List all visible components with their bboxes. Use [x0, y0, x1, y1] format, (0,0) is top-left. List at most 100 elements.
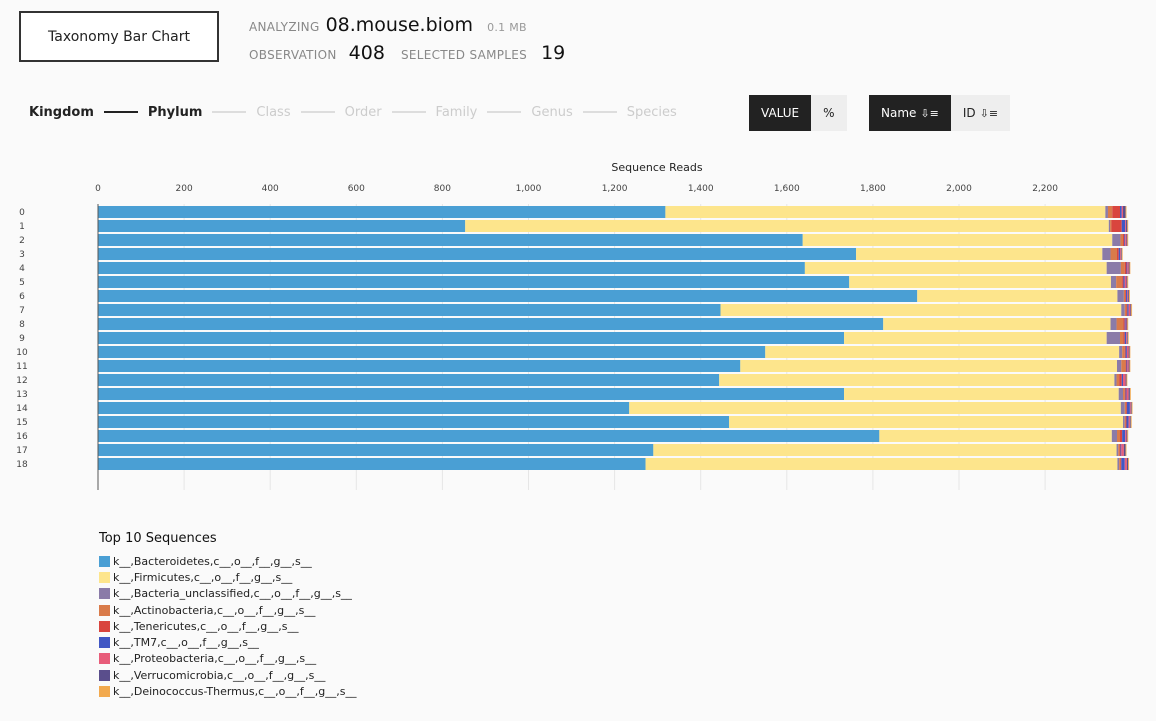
- rank-family[interactable]: Family: [435, 104, 478, 120]
- bar-segment[interactable]: [98, 220, 466, 232]
- taxonomy-bar-chart-button[interactable]: Taxonomy Bar Chart: [19, 11, 219, 62]
- rank-phylum[interactable]: Phylum: [147, 104, 203, 120]
- bar-segment[interactable]: [465, 220, 1109, 232]
- bar-segment[interactable]: [98, 276, 850, 288]
- bar-segment[interactable]: [1125, 430, 1127, 442]
- bar-segment[interactable]: [98, 290, 918, 302]
- bar-segment[interactable]: [1119, 444, 1121, 456]
- bar-segment[interactable]: [1114, 374, 1117, 386]
- bar-segment[interactable]: [1128, 262, 1130, 274]
- bar-segment[interactable]: [1116, 248, 1119, 260]
- bar-segment[interactable]: [1119, 346, 1123, 358]
- legend-item[interactable]: k__,Deinococcus-Thermus,c__,o__,f__,g__,…: [99, 683, 356, 699]
- bar-segment[interactable]: [1127, 304, 1129, 316]
- bar-segment[interactable]: [1123, 374, 1126, 386]
- bar-segment[interactable]: [1129, 360, 1131, 372]
- bar-segment[interactable]: [1120, 332, 1124, 344]
- bar-segment[interactable]: [1126, 276, 1128, 288]
- bar-segment[interactable]: [1120, 430, 1123, 442]
- bar-segment[interactable]: [1116, 360, 1122, 372]
- bar-segment[interactable]: [1117, 458, 1120, 470]
- bar-segment[interactable]: [1127, 262, 1129, 274]
- bar-segment[interactable]: [98, 444, 654, 456]
- bar-segment[interactable]: [1125, 444, 1127, 456]
- bar-segment[interactable]: [883, 318, 1111, 330]
- bar-segment[interactable]: [1121, 360, 1126, 372]
- bar-segment[interactable]: [1121, 304, 1125, 316]
- bar-segment[interactable]: [1127, 332, 1129, 344]
- bar-segment[interactable]: [1126, 332, 1127, 344]
- bar-segment[interactable]: [1124, 332, 1127, 344]
- bar-segment[interactable]: [1123, 416, 1125, 428]
- bar-segment[interactable]: [1124, 262, 1127, 274]
- legend-item[interactable]: k__,Bacteroidetes,c__,o__,f__,g__,s__: [99, 553, 356, 569]
- bar-segment[interactable]: [1129, 388, 1131, 400]
- bar-segment[interactable]: [98, 388, 845, 400]
- bar-segment[interactable]: [1126, 402, 1127, 414]
- bar-segment[interactable]: [1121, 444, 1124, 456]
- bar-segment[interactable]: [1126, 388, 1129, 400]
- bar-segment[interactable]: [1120, 206, 1122, 218]
- bar-segment[interactable]: [1112, 234, 1121, 246]
- bar-segment[interactable]: [1116, 430, 1121, 442]
- bar-segment[interactable]: [98, 430, 880, 442]
- bar-segment[interactable]: [1120, 458, 1122, 470]
- bar-segment[interactable]: [1126, 304, 1128, 316]
- bar-segment[interactable]: [1124, 346, 1126, 358]
- bar-segment[interactable]: [1124, 234, 1126, 246]
- bar-segment[interactable]: [1124, 388, 1126, 400]
- bar-segment[interactable]: [849, 276, 1111, 288]
- bar-segment[interactable]: [1123, 332, 1125, 344]
- bar-segment[interactable]: [1118, 248, 1121, 260]
- bar-segment[interactable]: [1127, 430, 1129, 442]
- bar-segment[interactable]: [1123, 234, 1125, 246]
- bar-segment[interactable]: [1127, 234, 1129, 246]
- bar-segment[interactable]: [1125, 346, 1127, 358]
- bar-segment[interactable]: [1123, 444, 1126, 456]
- bar-segment[interactable]: [98, 318, 884, 330]
- legend-item[interactable]: k__,Proteobacteria,c__,o__,f__,g__,s__: [99, 651, 356, 667]
- bar-segment[interactable]: [1121, 206, 1124, 218]
- bar-segment[interactable]: [645, 458, 1118, 470]
- bar-segment[interactable]: [1126, 234, 1128, 246]
- bar-segment[interactable]: [740, 360, 1117, 372]
- bar-segment[interactable]: [1123, 290, 1126, 302]
- bar-segment[interactable]: [1126, 318, 1128, 330]
- bar-segment[interactable]: [1107, 206, 1113, 218]
- bar-segment[interactable]: [1131, 304, 1133, 316]
- bar-segment[interactable]: [1116, 374, 1120, 386]
- bar-segment[interactable]: [1112, 206, 1121, 218]
- bar-segment[interactable]: [1123, 388, 1125, 400]
- bar-segment[interactable]: [653, 444, 1117, 456]
- bar-segment[interactable]: [1111, 220, 1122, 232]
- bar-segment[interactable]: [1117, 290, 1124, 302]
- bar-segment[interactable]: [1120, 248, 1122, 260]
- sort-by-id-button[interactable]: ID ⇩≡: [950, 95, 1011, 131]
- bar-segment[interactable]: [1122, 346, 1125, 358]
- bar-segment[interactable]: [1123, 318, 1125, 330]
- sort-by-name-button[interactable]: Name ⇩≡: [869, 95, 951, 131]
- bar-segment[interactable]: [729, 416, 1124, 428]
- legend-item[interactable]: k__,Tenericutes,c__,o__,f__,g__,s__: [99, 618, 356, 634]
- bar-segment[interactable]: [1129, 416, 1131, 428]
- bar-segment[interactable]: [1131, 402, 1133, 414]
- bar-segment[interactable]: [1121, 458, 1125, 470]
- bar-segment[interactable]: [98, 304, 721, 316]
- bar-segment[interactable]: [1120, 234, 1124, 246]
- legend-item[interactable]: k__,Bacteria_unclassified,c__,o__,f__,g_…: [99, 586, 356, 602]
- bar-segment[interactable]: [1128, 416, 1130, 428]
- bar-segment[interactable]: [1125, 360, 1127, 372]
- bar-segment[interactable]: [1126, 262, 1128, 274]
- bar-segment[interactable]: [1116, 318, 1124, 330]
- bar-segment[interactable]: [1125, 416, 1127, 428]
- bar-segment[interactable]: [1127, 290, 1129, 302]
- legend-item[interactable]: k__,Firmicutes,c__,o__,f__,g__,s__: [99, 569, 356, 585]
- bar-segment[interactable]: [1129, 262, 1131, 274]
- bar-segment[interactable]: [665, 206, 1106, 218]
- legend-item[interactable]: k__,Actinobacteria,c__,o__,f__,g__,s__: [99, 602, 356, 618]
- bar-segment[interactable]: [844, 388, 1119, 400]
- bar-segment[interactable]: [1127, 318, 1129, 330]
- bar-segment[interactable]: [1126, 290, 1128, 302]
- bar-segment[interactable]: [1126, 430, 1128, 442]
- bar-segment[interactable]: [98, 332, 845, 344]
